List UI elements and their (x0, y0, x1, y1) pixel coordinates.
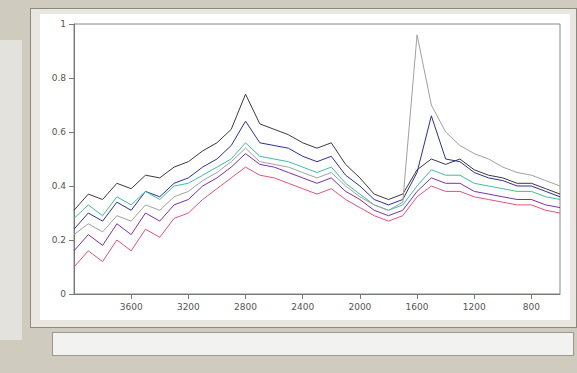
svg-text:1200: 1200 (463, 302, 486, 312)
svg-text:0.8: 0.8 (52, 73, 67, 83)
svg-text:1600: 1600 (406, 302, 429, 312)
svg-text:800: 800 (523, 302, 540, 312)
svg-text:3200: 3200 (177, 302, 200, 312)
svg-text:0: 0 (60, 289, 66, 299)
svg-text:1: 1 (60, 19, 66, 29)
svg-text:2400: 2400 (291, 302, 314, 312)
svg-text:2000: 2000 (348, 302, 371, 312)
svg-text:0.4: 0.4 (52, 181, 67, 191)
svg-text:0.6: 0.6 (52, 127, 67, 137)
svg-text:3600: 3600 (120, 302, 143, 312)
svg-text:0.2: 0.2 (52, 235, 66, 245)
svg-text:2800: 2800 (234, 302, 257, 312)
